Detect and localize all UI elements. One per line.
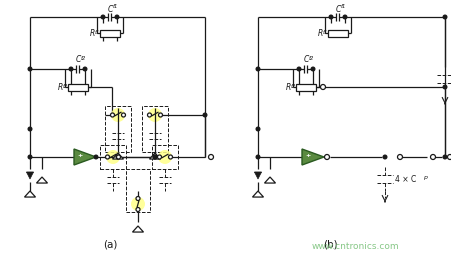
Polygon shape bbox=[301, 149, 323, 165]
Text: f1: f1 bbox=[95, 29, 100, 34]
Bar bbox=[126, 169, 150, 212]
Circle shape bbox=[106, 150, 120, 164]
Polygon shape bbox=[254, 172, 261, 179]
Text: (a): (a) bbox=[102, 239, 117, 249]
Circle shape bbox=[256, 156, 259, 159]
Text: R: R bbox=[57, 83, 63, 92]
Circle shape bbox=[28, 156, 32, 159]
Circle shape bbox=[324, 155, 329, 160]
Circle shape bbox=[208, 155, 213, 160]
Polygon shape bbox=[149, 153, 160, 160]
Polygon shape bbox=[132, 226, 143, 232]
Text: f2: f2 bbox=[290, 83, 296, 88]
Circle shape bbox=[69, 68, 73, 72]
Text: f1: f1 bbox=[340, 5, 345, 9]
Text: R: R bbox=[89, 29, 94, 38]
Text: R: R bbox=[285, 83, 290, 92]
Bar bbox=[100, 146, 126, 169]
Circle shape bbox=[101, 16, 105, 20]
Circle shape bbox=[116, 156, 120, 159]
Circle shape bbox=[256, 68, 259, 72]
Circle shape bbox=[131, 197, 145, 211]
Circle shape bbox=[157, 155, 161, 159]
Text: C: C bbox=[335, 5, 340, 13]
Text: f2: f2 bbox=[63, 83, 68, 88]
Circle shape bbox=[105, 155, 109, 159]
Circle shape bbox=[203, 114, 207, 117]
Bar bbox=[327, 30, 347, 37]
Text: (b): (b) bbox=[322, 239, 336, 249]
Bar bbox=[68, 84, 88, 91]
Circle shape bbox=[158, 150, 172, 164]
Circle shape bbox=[382, 156, 386, 159]
Circle shape bbox=[429, 155, 434, 160]
Circle shape bbox=[136, 208, 140, 212]
Circle shape bbox=[396, 155, 401, 160]
Polygon shape bbox=[112, 153, 123, 160]
Text: R: R bbox=[317, 29, 322, 38]
Circle shape bbox=[147, 114, 151, 118]
Polygon shape bbox=[264, 177, 275, 183]
Circle shape bbox=[442, 156, 446, 159]
Text: p: p bbox=[422, 175, 426, 180]
Polygon shape bbox=[24, 191, 36, 197]
Circle shape bbox=[110, 114, 114, 118]
Circle shape bbox=[446, 155, 451, 160]
Circle shape bbox=[153, 156, 156, 159]
Text: C: C bbox=[75, 55, 81, 64]
Polygon shape bbox=[27, 172, 33, 179]
Bar bbox=[142, 107, 168, 152]
Text: f2: f2 bbox=[81, 55, 86, 60]
Circle shape bbox=[28, 128, 32, 131]
Text: C: C bbox=[303, 55, 308, 64]
Circle shape bbox=[121, 114, 125, 118]
Bar bbox=[152, 146, 178, 169]
Text: f2: f2 bbox=[308, 55, 314, 60]
Bar bbox=[295, 84, 315, 91]
Circle shape bbox=[320, 85, 325, 90]
Circle shape bbox=[310, 68, 314, 72]
Text: 4 × C: 4 × C bbox=[394, 175, 415, 184]
Circle shape bbox=[94, 156, 97, 159]
Circle shape bbox=[297, 68, 300, 72]
Circle shape bbox=[342, 16, 346, 20]
Text: f1: f1 bbox=[113, 5, 118, 9]
Circle shape bbox=[442, 16, 446, 20]
Circle shape bbox=[158, 114, 162, 118]
Circle shape bbox=[328, 16, 332, 20]
Circle shape bbox=[111, 108, 125, 122]
Circle shape bbox=[83, 68, 87, 72]
Circle shape bbox=[116, 155, 120, 159]
Bar bbox=[100, 30, 120, 37]
Circle shape bbox=[256, 128, 259, 131]
Circle shape bbox=[28, 68, 32, 72]
Circle shape bbox=[153, 156, 156, 159]
Polygon shape bbox=[74, 149, 96, 165]
Circle shape bbox=[115, 16, 119, 20]
Text: f1: f1 bbox=[322, 29, 327, 34]
Text: C: C bbox=[107, 5, 112, 13]
Circle shape bbox=[442, 86, 446, 89]
Polygon shape bbox=[37, 177, 47, 183]
Text: +: + bbox=[304, 152, 309, 157]
Polygon shape bbox=[252, 191, 263, 197]
Circle shape bbox=[136, 197, 140, 201]
Circle shape bbox=[168, 155, 172, 159]
Circle shape bbox=[147, 108, 161, 122]
Text: +: + bbox=[77, 152, 82, 157]
Bar bbox=[105, 107, 131, 152]
Text: www.cntronics.com: www.cntronics.com bbox=[310, 242, 398, 250]
